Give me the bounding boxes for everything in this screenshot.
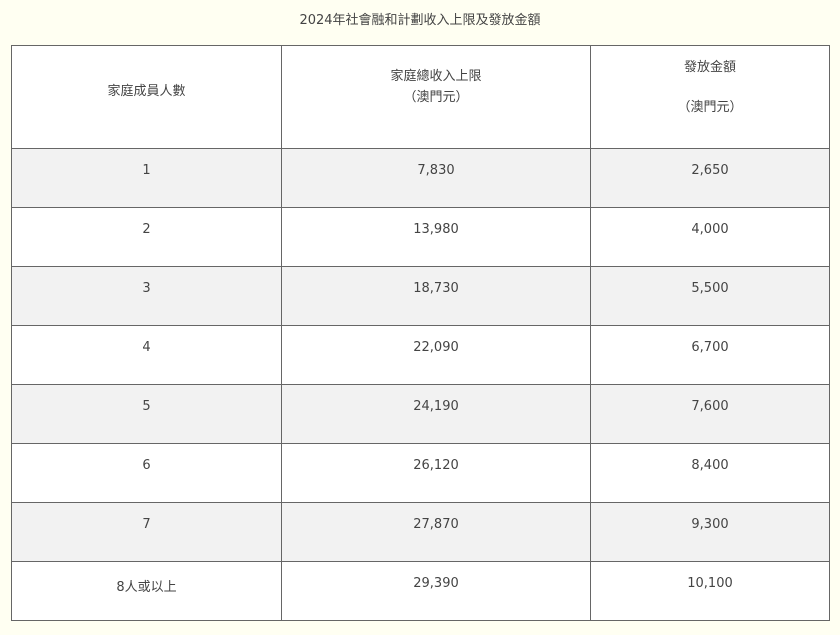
income-limit-cell: 13,980 bbox=[281, 207, 591, 267]
members-cell: 6 bbox=[11, 443, 282, 503]
members-cell: 3 bbox=[11, 266, 282, 326]
table-title: 2024年社會融和計劃收入上限及發放金額 bbox=[299, 13, 541, 28]
members-cell: 1 bbox=[11, 148, 282, 208]
header-members: 家庭成員人數 bbox=[11, 45, 282, 149]
amount-cell: 8,400 bbox=[590, 443, 830, 503]
amount-cell: 7,600 bbox=[590, 384, 830, 444]
income-limit-cell: 18,730 bbox=[281, 266, 591, 326]
header-amount-label: 發放金額 bbox=[683, 60, 736, 75]
income-limit-cell: 24,190 bbox=[281, 384, 591, 444]
members-cell: 2 bbox=[11, 207, 282, 267]
members-cell: 5 bbox=[11, 384, 282, 444]
table-row: 4 22,090 6,700 bbox=[11, 325, 830, 385]
table-row: 6 26,120 8,400 bbox=[11, 443, 830, 503]
income-limit-cell: 29,390 bbox=[281, 561, 591, 621]
table-row: 5 24,190 7,600 bbox=[11, 384, 830, 444]
header-row: 家庭成員人數 家庭總收入上限 （澳門元） 發放金額 （澳門元） bbox=[11, 45, 830, 149]
income-table: 家庭成員人數 家庭總收入上限 （澳門元） 發放金額 （澳門元） 1 7,830 2,… bbox=[11, 45, 830, 621]
amount-cell: 4,000 bbox=[590, 207, 830, 267]
header-members-label: 家庭成員人數 bbox=[107, 84, 186, 99]
income-limit-cell: 26,120 bbox=[281, 443, 591, 503]
table-row: 7 27,870 9,300 bbox=[11, 502, 830, 562]
table-row: 3 18,730 5,500 bbox=[11, 266, 830, 326]
amount-cell: 5,500 bbox=[590, 266, 830, 326]
table-row: 8人或以上 29,390 10,100 bbox=[11, 561, 830, 621]
income-limit-cell: 27,870 bbox=[281, 502, 591, 562]
header-amount-unit: （澳門元） bbox=[677, 100, 743, 115]
members-cell: 4 bbox=[11, 325, 282, 385]
income-limit-cell: 7,830 bbox=[281, 148, 591, 208]
header-income-limit: 家庭總收入上限 （澳門元） bbox=[281, 45, 591, 149]
members-cell: 8人或以上 bbox=[11, 561, 282, 621]
amount-cell: 10,100 bbox=[590, 561, 830, 621]
header-amount: 發放金額 （澳門元） bbox=[590, 45, 830, 149]
header-income-unit: （澳門元） bbox=[403, 90, 469, 105]
income-limit-cell: 22,090 bbox=[281, 325, 591, 385]
table-row: 1 7,830 2,650 bbox=[11, 148, 830, 208]
header-income-label: 家庭總收入上限 bbox=[390, 69, 482, 84]
table-row: 2 13,980 4,000 bbox=[11, 207, 830, 267]
amount-cell: 9,300 bbox=[590, 502, 830, 562]
amount-cell: 6,700 bbox=[590, 325, 830, 385]
amount-cell: 2,650 bbox=[590, 148, 830, 208]
members-cell: 7 bbox=[11, 502, 282, 562]
